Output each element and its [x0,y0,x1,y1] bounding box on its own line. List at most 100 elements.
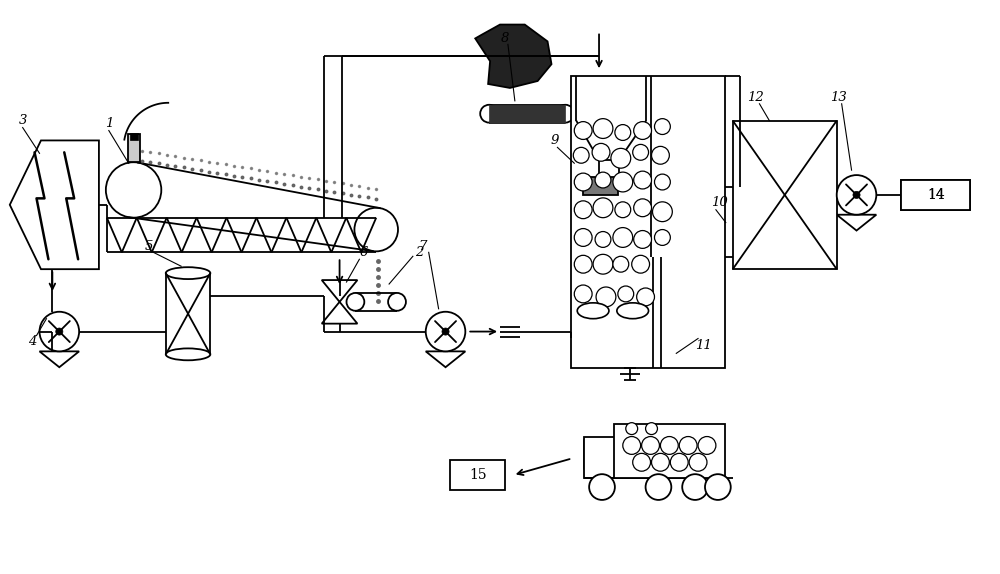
Bar [733,121,837,269]
Circle shape [653,202,672,222]
Text: 9: 9 [550,134,559,147]
Bar [901,180,970,210]
Ellipse shape [166,267,210,279]
Circle shape [634,199,652,217]
Circle shape [574,255,592,273]
Circle shape [654,119,670,134]
Text: 1: 1 [105,117,113,130]
Circle shape [646,474,671,500]
Circle shape [634,171,652,189]
Text: 4: 4 [28,335,37,348]
Circle shape [574,228,592,246]
Circle shape [705,474,731,500]
Circle shape [853,191,860,199]
Circle shape [698,437,716,455]
Text: 14: 14 [927,188,945,202]
Circle shape [634,231,652,249]
Circle shape [613,257,629,272]
Circle shape [574,173,592,191]
Circle shape [595,172,611,188]
Polygon shape [837,215,876,231]
Circle shape [574,201,592,219]
Circle shape [347,293,364,311]
Circle shape [574,285,592,303]
Circle shape [613,227,633,247]
Circle shape [689,453,707,471]
Circle shape [634,122,652,139]
Text: 14: 14 [927,188,945,202]
Circle shape [654,230,670,246]
Circle shape [589,474,615,500]
Circle shape [646,422,657,435]
Ellipse shape [166,348,210,360]
Ellipse shape [577,303,609,319]
Bar [450,460,505,490]
Circle shape [556,105,574,123]
Text: 15: 15 [469,468,487,482]
Circle shape [633,145,649,160]
Bar [901,180,970,210]
Text: 13: 13 [830,91,847,104]
Polygon shape [475,25,551,88]
Circle shape [354,208,398,251]
Circle shape [593,198,613,218]
Circle shape [623,437,641,455]
Circle shape [660,437,678,455]
Bar [571,76,725,368]
Polygon shape [426,351,465,367]
Circle shape [679,437,697,455]
FancyBboxPatch shape [584,439,614,470]
Ellipse shape [617,303,649,319]
Circle shape [596,287,616,307]
Polygon shape [322,302,357,324]
Polygon shape [10,141,99,269]
Bar [130,133,138,141]
Circle shape [40,312,79,351]
Circle shape [615,202,631,218]
Circle shape [626,422,638,435]
Circle shape [613,172,633,192]
Text: 6: 6 [359,246,368,259]
Text: 12: 12 [747,91,764,104]
Circle shape [426,312,465,351]
Circle shape [654,174,670,190]
Text: 5: 5 [144,240,153,253]
Circle shape [593,254,613,274]
Text: 7: 7 [419,240,427,253]
Circle shape [56,328,63,335]
Circle shape [632,255,650,273]
Text: 3: 3 [18,114,27,127]
Bar [166,273,210,354]
Circle shape [442,328,449,335]
Circle shape [642,437,659,455]
Circle shape [682,474,708,500]
Circle shape [670,453,688,471]
Bar [584,437,616,478]
Bar [489,105,565,123]
Circle shape [615,125,631,141]
Bar [583,177,618,195]
Polygon shape [40,351,79,367]
Polygon shape [322,280,357,302]
Circle shape [480,105,498,123]
Text: 11: 11 [695,339,711,352]
Circle shape [574,122,592,139]
Circle shape [652,453,669,471]
Bar [128,134,140,162]
Text: 8: 8 [501,32,509,45]
Text: 2: 2 [415,246,423,259]
Circle shape [633,453,651,471]
Circle shape [593,119,613,138]
Circle shape [637,288,654,306]
Circle shape [592,144,610,161]
Circle shape [106,162,161,218]
Circle shape [652,146,669,164]
Circle shape [388,293,406,311]
Circle shape [837,175,876,215]
Bar [614,424,725,478]
Text: 10: 10 [711,196,728,210]
Circle shape [595,231,611,247]
Circle shape [611,148,631,168]
Circle shape [618,286,634,302]
Circle shape [573,148,589,163]
